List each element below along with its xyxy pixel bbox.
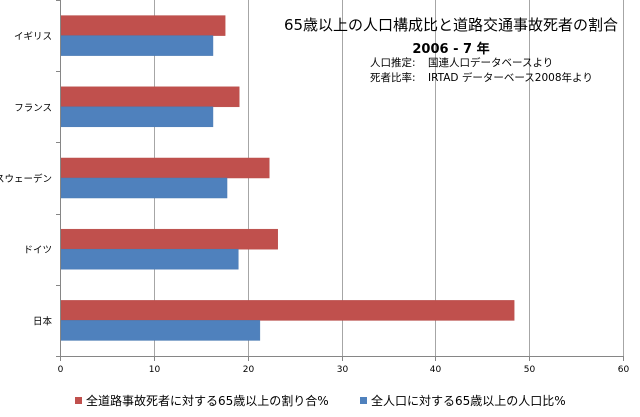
bar-deaths — [60, 228, 278, 250]
x-tick-label: 10 — [149, 365, 161, 375]
x-tick-label: 20 — [243, 365, 255, 375]
note-key: 人口推定: — [370, 57, 416, 69]
x-tick-label: 30 — [337, 365, 349, 375]
note-value: 国連人口データベースより — [428, 57, 554, 69]
bar-population — [60, 106, 214, 128]
legend-item-deaths: 全道路事故死者に対する65歳以上の割り合% — [75, 392, 329, 409]
bar-deaths — [60, 86, 240, 108]
x-tick-labels: 0 10 20 30 40 50 60 — [58, 365, 630, 375]
bar-population — [60, 177, 228, 199]
gridlines — [154, 0, 624, 356]
legend-label: 全人口に対する65歳以上の人口比% — [371, 394, 566, 408]
x-tick-label: 0 — [58, 365, 64, 375]
category-label: 日本 — [33, 315, 53, 327]
legend-item-population: 全人口に対する65歳以上の人口比% — [360, 392, 566, 409]
category-label: スウェーデン — [0, 173, 52, 185]
legend-swatch-blue — [360, 397, 367, 404]
bar-deaths — [60, 157, 270, 179]
x-tick-label: 60 — [618, 365, 630, 375]
category-label: イギリス — [14, 32, 52, 43]
x-tick-label: 50 — [524, 365, 536, 375]
axes — [56, 0, 624, 361]
note-key: 死者比率: — [370, 72, 416, 84]
legend-swatch-red — [75, 397, 82, 404]
category-label: ドイツ — [23, 245, 52, 256]
category-label: フランス — [14, 103, 52, 114]
bar-deaths — [60, 15, 226, 36]
legend-label: 全道路事故死者に対する65歳以上の割り合% — [86, 394, 329, 408]
note-row: 人口推定: 国連人口データベースより — [370, 56, 593, 71]
bar-deaths — [60, 300, 515, 321]
chart-title-block: 65歳以上の人口構成比と道路交通事故死者の割合 2006 - 7 年 — [262, 14, 640, 57]
x-tick-label: 40 — [430, 365, 442, 375]
bar-population — [60, 320, 261, 341]
bar-population — [60, 35, 214, 56]
source-notes: 人口推定: 国連人口データベースより 死者比率: IRTAD データーベース2008… — [370, 56, 593, 86]
chart-subtitle: 2006 - 7 年 — [412, 42, 490, 57]
chart-title: 65歳以上の人口構成比と道路交通事故死者の割合 — [283, 16, 619, 34]
bar-population — [60, 248, 239, 270]
note-value: IRTAD データーベース2008年より — [428, 72, 593, 84]
note-row: 死者比率: IRTAD データーベース2008年より — [370, 71, 593, 86]
